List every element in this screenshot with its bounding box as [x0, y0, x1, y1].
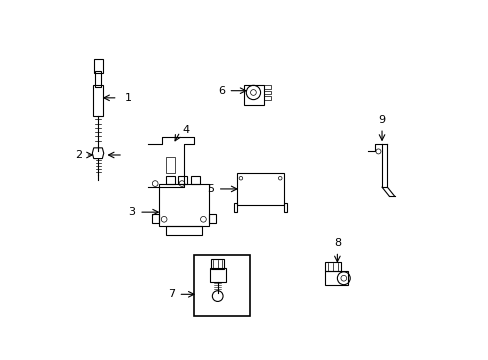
Bar	[208, 214, 216, 223]
Text: 2: 2	[75, 150, 82, 160]
Bar	[264, 96, 271, 100]
Bar	[190, 176, 200, 184]
Bar	[237, 173, 283, 205]
Bar	[324, 271, 347, 285]
Bar	[244, 85, 264, 105]
Text: 6: 6	[218, 86, 224, 96]
Text: 4: 4	[182, 125, 189, 135]
Bar	[165, 176, 175, 184]
Bar	[165, 226, 201, 235]
Text: 7: 7	[167, 289, 175, 299]
Text: 8: 8	[333, 238, 340, 248]
Bar	[95, 71, 101, 87]
Bar	[194, 255, 249, 316]
Bar	[233, 203, 237, 212]
Text: 5: 5	[207, 184, 214, 194]
Text: 9: 9	[378, 114, 385, 125]
Bar	[209, 267, 225, 282]
Text: 1: 1	[124, 93, 132, 103]
Bar	[93, 85, 103, 116]
Text: 3: 3	[128, 207, 135, 217]
Bar	[159, 184, 208, 226]
Bar	[94, 59, 102, 73]
Bar	[178, 176, 187, 184]
Bar	[324, 262, 340, 271]
Bar	[165, 157, 175, 173]
Bar	[264, 91, 271, 94]
Bar	[151, 214, 159, 223]
Bar	[211, 259, 224, 269]
Bar	[264, 85, 271, 89]
Bar	[283, 203, 287, 212]
